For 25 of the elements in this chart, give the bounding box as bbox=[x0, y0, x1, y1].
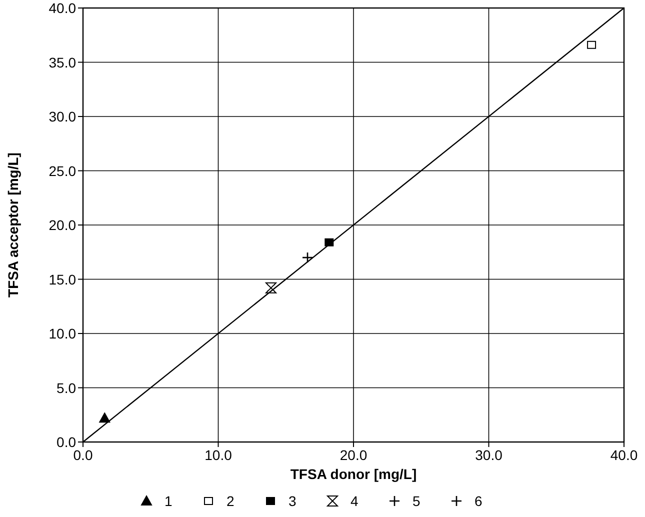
x-tick-label: 0.0 bbox=[73, 447, 93, 463]
y-tick-label: 0.0 bbox=[56, 434, 76, 450]
x-tick-label: 10.0 bbox=[204, 447, 232, 463]
y-tick-label: 15.0 bbox=[48, 271, 76, 288]
legend-label: 5 bbox=[412, 493, 420, 509]
legend-label: 1 bbox=[164, 493, 172, 509]
point bbox=[587, 40, 596, 49]
x-tick-label: 40.0 bbox=[610, 447, 638, 463]
legend-label: 6 bbox=[474, 493, 482, 509]
legend-label: 2 bbox=[226, 493, 234, 509]
y-tick-label: 20.0 bbox=[48, 217, 76, 233]
x-axis-title: TFSA donor [mg/L] bbox=[290, 466, 417, 482]
y-tick-label: 40.0 bbox=[48, 0, 76, 16]
y-tick-label: 10.0 bbox=[48, 326, 76, 342]
x-tick-label: 30.0 bbox=[475, 447, 503, 463]
legend-label: 4 bbox=[350, 493, 358, 509]
y-tick-label: 25.0 bbox=[48, 162, 76, 179]
y-tick-label: 30.0 bbox=[48, 108, 76, 124]
point bbox=[99, 412, 110, 423]
y-tick-label: 5.0 bbox=[56, 380, 76, 396]
x-tick-label: 20.0 bbox=[340, 447, 368, 463]
y-axis-title: TFSA acceptor [mg/L] bbox=[5, 152, 21, 298]
legend-label: 3 bbox=[288, 493, 296, 509]
y-tick-label: 35.0 bbox=[48, 54, 76, 70]
point bbox=[302, 252, 314, 264]
